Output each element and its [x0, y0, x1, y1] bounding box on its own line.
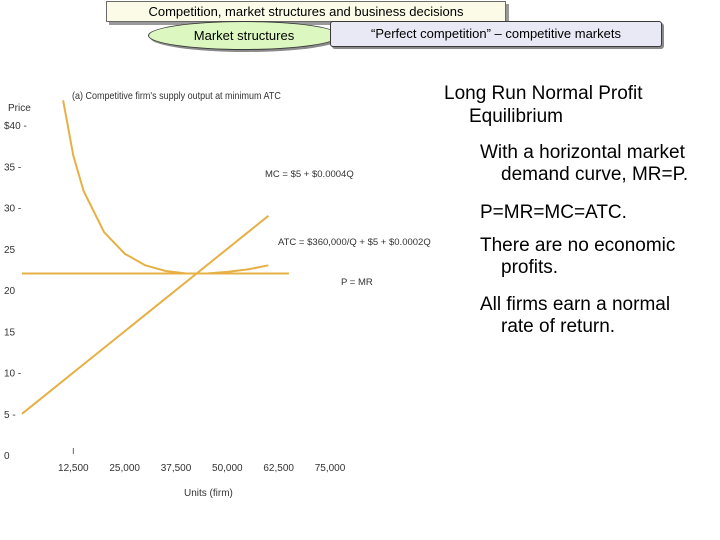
x-tick-label: 12,500	[58, 463, 89, 474]
x-tick-label: 25,000	[109, 463, 140, 474]
x-tick-label: 62,500	[263, 463, 294, 474]
x-axis-label: Units (firm)	[184, 488, 233, 499]
atc-curve-label: ATC = $360,000/Q + $5 + $0.0002Q	[278, 237, 431, 248]
bullet-text-line2: rate of return.	[501, 316, 616, 337]
section-heading: Long Run Normal Profit Equilibrium	[444, 82, 714, 128]
x-tick-label: 50,000	[212, 463, 243, 474]
y-tick-label: 15	[4, 327, 16, 338]
y-tick-label: 5 -	[4, 410, 16, 421]
p-mr-line-label: P = MR	[341, 277, 373, 288]
bullet-text-line1: With a horizontal market	[480, 142, 685, 163]
y-axis-label: Price	[8, 103, 31, 114]
section-heading-line1: Long Run Normal Profit	[444, 83, 643, 104]
bullet-item: All firms earn a normal rate of return.	[480, 294, 716, 338]
y-tick-label: 10 -	[4, 369, 21, 380]
y-tick-label: 30 -	[4, 204, 21, 215]
y-tick-label: $40 -	[4, 121, 27, 132]
bullet-text-line2: profits.	[501, 257, 559, 278]
bullet-item: There are no economic profits.	[480, 235, 716, 279]
slide-title: Competition, market structures and busin…	[106, 1, 506, 22]
x-tick-label: 75,000	[315, 463, 346, 474]
bullet-text-line1: P=MR=MC=ATC.	[480, 202, 627, 223]
bullet-text-line1: All firms earn a normal	[480, 294, 671, 315]
bullet-text-line2: demand curve, MR=P.	[501, 164, 689, 185]
tab-perfect-competition[interactable]: “Perfect competition” – competitive mark…	[330, 21, 662, 47]
bullet-item: P=MR=MC=ATC.	[480, 202, 716, 224]
bullet-item: With a horizontal market demand curve, M…	[480, 142, 716, 186]
atc-curve	[62, 100, 269, 275]
bullet-text-line1: There are no economic	[480, 235, 676, 256]
mc-curve-label: MC = $5 + $0.0004Q	[265, 169, 354, 180]
y-tick-label: 0	[4, 451, 10, 462]
y-tick-label: 20	[4, 286, 16, 297]
mc-curve	[21, 215, 270, 415]
y-tick-label: 35 -	[4, 162, 21, 173]
cost-curves-chart: (a) Competitive firm's supply output at …	[4, 91, 431, 499]
chart-title: (a) Competitive firm's supply output at …	[72, 91, 281, 103]
tab-market-structures[interactable]: Market structures	[148, 21, 340, 50]
section-heading-line2: Equilibrium	[469, 106, 563, 127]
x-tick-label: 37,500	[161, 463, 192, 474]
y-tick-label: 25	[4, 245, 16, 256]
